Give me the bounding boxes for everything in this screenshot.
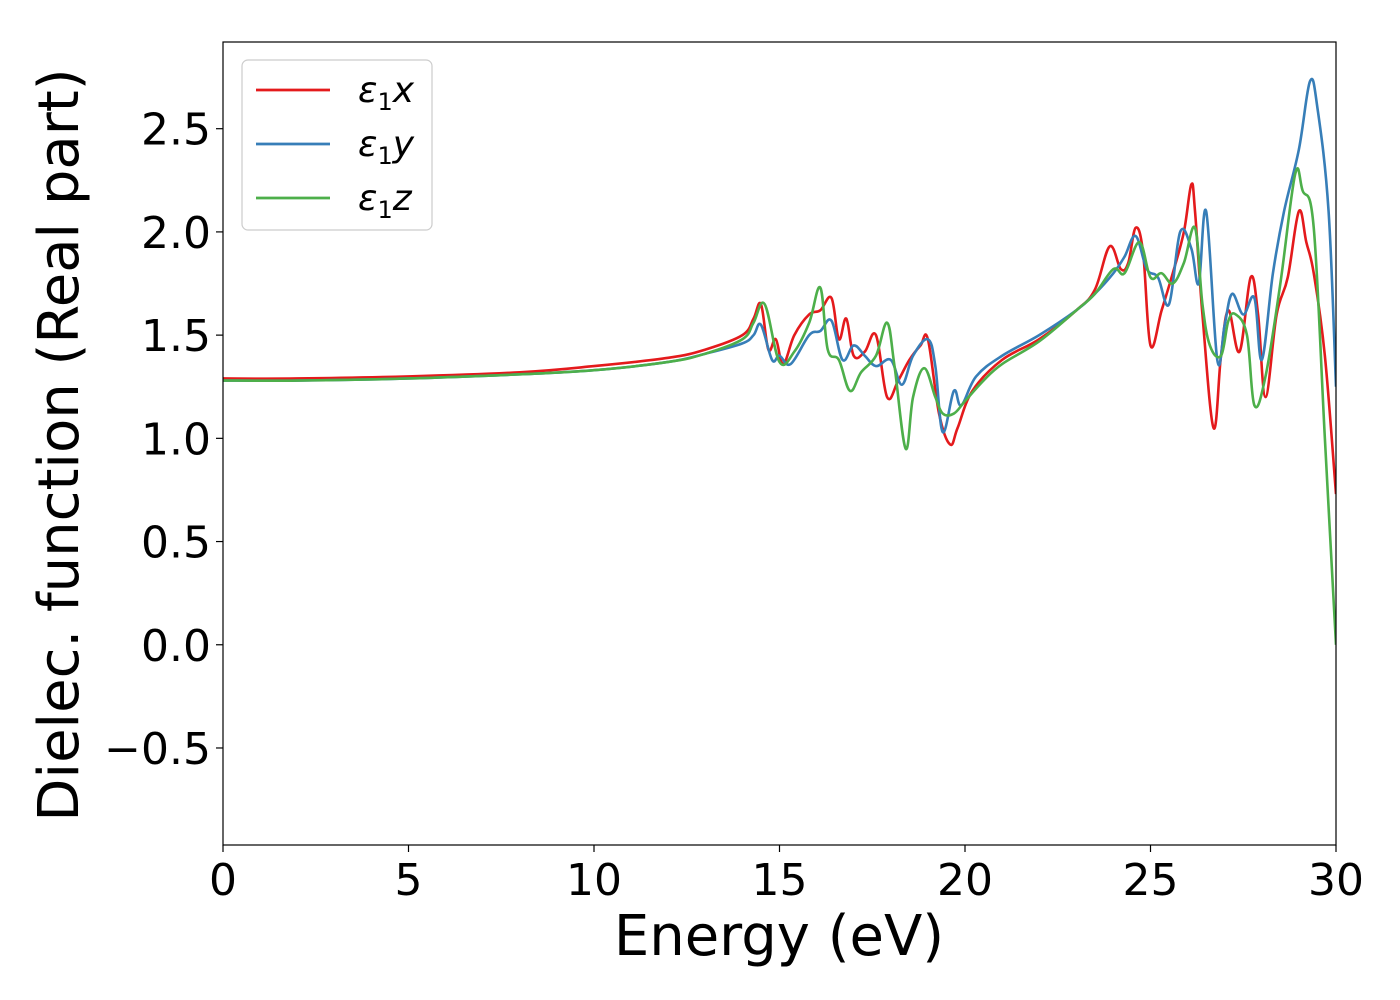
legend-label-x: ε1x bbox=[358, 70, 415, 116]
legend-box bbox=[241, 59, 433, 231]
y-tick-label: 2.5 bbox=[141, 105, 211, 156]
y-tick-label: 2.0 bbox=[141, 208, 211, 259]
series-line-z bbox=[223, 166, 1336, 645]
x-axis-title: Energy (eV) bbox=[614, 904, 944, 969]
x-tick-label: 20 bbox=[937, 855, 993, 906]
x-tick-label: 0 bbox=[209, 855, 237, 906]
x-tick-label: 10 bbox=[566, 855, 622, 906]
axes: 0 5 10 15 20 25 30 −0.5 0.0 0.5 1.0 1.5 2.0 2.5 bbox=[104, 41, 1364, 906]
series-line-y bbox=[223, 77, 1336, 434]
y-tick-label: −0.5 bbox=[104, 724, 211, 775]
y-tick-label: 1.5 bbox=[141, 311, 211, 362]
series-lines bbox=[223, 77, 1336, 645]
y-tick-label: 0.5 bbox=[141, 518, 211, 569]
y-axis-title: Dielec. function (Real part) bbox=[27, 68, 92, 821]
legend-label-y: ε1y bbox=[358, 124, 415, 170]
x-tick-label: 15 bbox=[752, 855, 808, 906]
y-tick-label: 1.0 bbox=[141, 414, 211, 465]
x-tick-label: 30 bbox=[1308, 855, 1364, 906]
y-tick-label: 0.0 bbox=[141, 621, 211, 672]
legend: ε1x ε1y ε1z bbox=[241, 59, 433, 231]
legend-label-z: ε1z bbox=[358, 178, 413, 224]
x-tick-label: 5 bbox=[395, 855, 423, 906]
x-tick-label: 25 bbox=[1123, 855, 1179, 906]
